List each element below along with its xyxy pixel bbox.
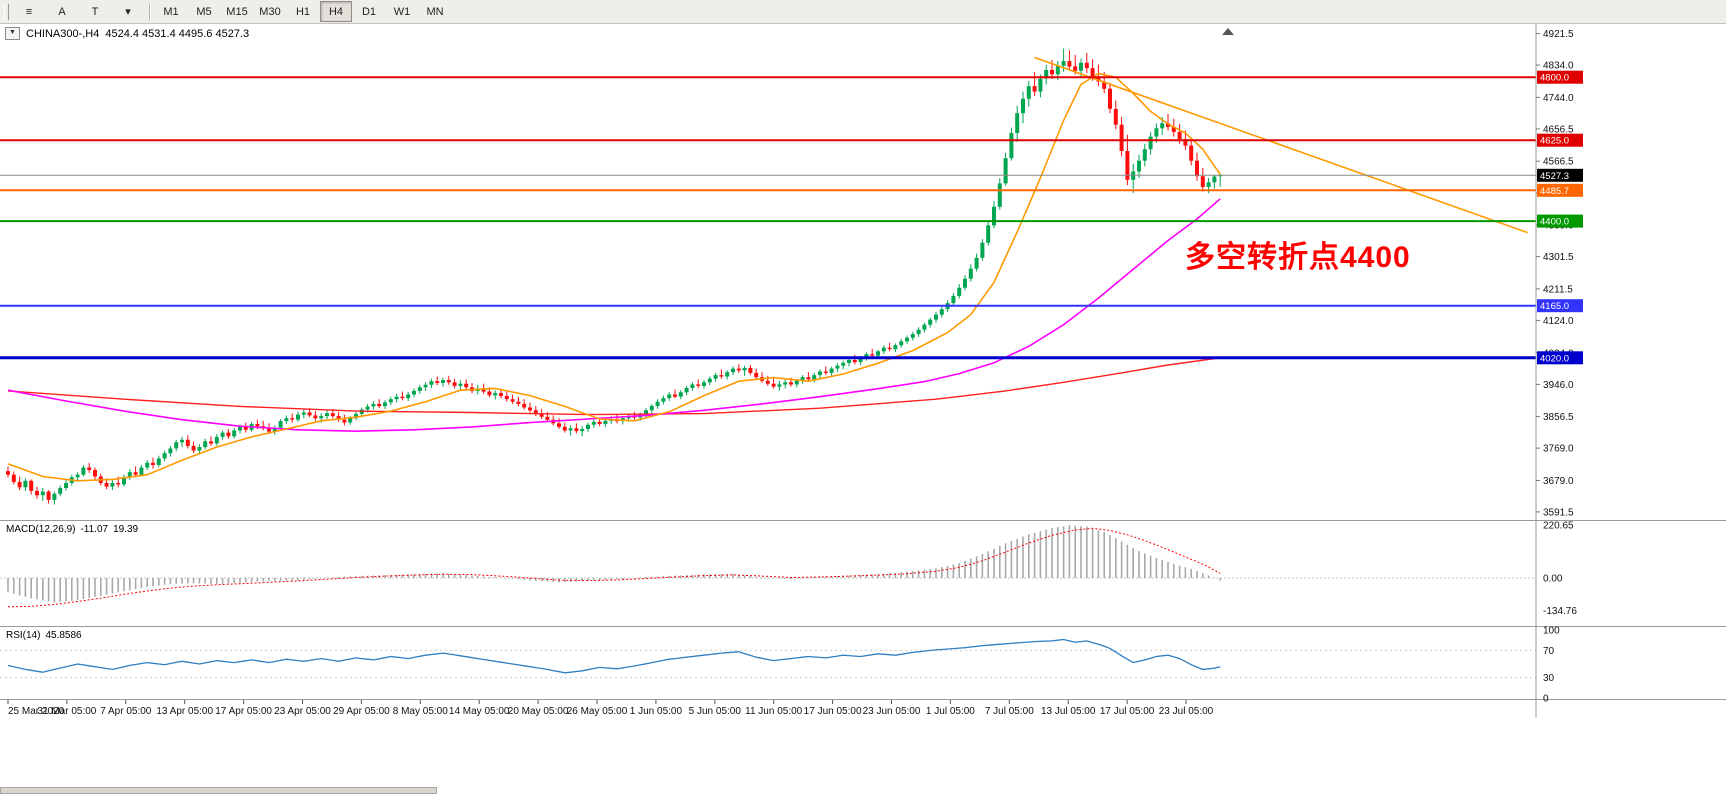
macd-axis[interactable]: 220.65 0.00 -134.76 xyxy=(1543,521,1577,617)
svg-text:4834.0: 4834.0 xyxy=(1543,61,1574,72)
svg-text:4527.3: 4527.3 xyxy=(1540,171,1569,182)
svg-text:4485.7: 4485.7 xyxy=(1540,186,1569,197)
tools-dropdown[interactable]: ▾ xyxy=(125,6,131,18)
svg-text:4656.5: 4656.5 xyxy=(1543,124,1574,135)
ma-fast-line xyxy=(7,72,1221,482)
svg-text:23 Jul 05:00: 23 Jul 05:00 xyxy=(1159,706,1214,717)
svg-text:13 Apr 05:00: 13 Apr 05:00 xyxy=(156,706,213,717)
svg-text:8 May 05:00: 8 May 05:00 xyxy=(393,706,448,717)
svg-text:31 Mar 05:00: 31 Mar 05:00 xyxy=(37,706,96,717)
timeframe-m1-button[interactable]: M1 xyxy=(163,5,179,18)
svg-text:7 Apr 05:00: 7 Apr 05:00 xyxy=(100,706,152,717)
chart-menu-icon[interactable]: ▼ xyxy=(5,27,20,40)
timeframe-m30-button[interactable]: M30 xyxy=(259,5,281,18)
text-label-tool[interactable]: A xyxy=(58,5,66,18)
svg-text:17 Jun 05:00: 17 Jun 05:00 xyxy=(804,706,862,717)
toolbar: ≡ A T ▾ M1 M5 M15 M30 H1 H4 D1 W1 MN xyxy=(0,0,1726,24)
timeframe-d1-button[interactable]: D1 xyxy=(361,5,377,18)
svg-text:7 Jul 05:00: 7 Jul 05:00 xyxy=(985,706,1034,717)
svg-text:4165.0: 4165.0 xyxy=(1540,301,1569,312)
timeframe-w1-button[interactable]: W1 xyxy=(393,5,411,18)
svg-text:26 May 05:00: 26 May 05:00 xyxy=(567,706,628,717)
descending-trendline[interactable] xyxy=(1034,56,1528,234)
svg-text:13 Jul 05:00: 13 Jul 05:00 xyxy=(1041,706,1096,717)
svg-text:4211.5: 4211.5 xyxy=(1543,284,1573,295)
svg-text:100: 100 xyxy=(1543,626,1560,637)
toolbar-grip[interactable] xyxy=(4,3,9,20)
svg-text:23 Jun 05:00: 23 Jun 05:00 xyxy=(863,706,921,717)
macd-histogram xyxy=(7,525,1221,603)
svg-text:3946.0: 3946.0 xyxy=(1543,380,1574,391)
svg-text:4625.0: 4625.0 xyxy=(1540,136,1569,147)
timeframe-m15-button[interactable]: M15 xyxy=(226,5,248,18)
chart-list-icon[interactable]: ≡ xyxy=(25,5,33,18)
svg-text:17 Jul 05:00: 17 Jul 05:00 xyxy=(1100,706,1155,717)
horizontal-scrollbar[interactable] xyxy=(0,787,437,794)
toolbar-tools: ≡ A T ▾ xyxy=(13,1,144,22)
macd-name: MACD(12,26,9) xyxy=(6,524,76,535)
svg-text:1 Jul 05:00: 1 Jul 05:00 xyxy=(926,706,975,717)
svg-text:3591.5: 3591.5 xyxy=(1543,507,1574,518)
svg-text:220.65: 220.65 xyxy=(1543,521,1574,532)
timeframe-h4-button[interactable]: H4 xyxy=(320,1,352,22)
svg-text:1 Jun 05:00: 1 Jun 05:00 xyxy=(630,706,683,717)
svg-text:23 Apr 05:00: 23 Apr 05:00 xyxy=(274,706,331,717)
price-axis[interactable]: 4921.54834.04744.04656.54566.54478.54389… xyxy=(1536,29,1574,518)
svg-text:70: 70 xyxy=(1543,646,1555,657)
text-tool[interactable]: T xyxy=(91,5,99,18)
macd-label: MACD(12,26,9) -11.07 19.39 xyxy=(6,524,138,535)
svg-text:4400.0: 4400.0 xyxy=(1540,217,1569,228)
svg-text:4921.5: 4921.5 xyxy=(1543,29,1574,40)
ohlc-values: 4524.4 4531.4 4495.6 4527.3 xyxy=(105,27,250,40)
svg-text:3856.5: 3856.5 xyxy=(1543,412,1574,423)
chart-annotation[interactable]: 多空转折点4400 xyxy=(1185,241,1411,274)
svg-text:4744.0: 4744.0 xyxy=(1543,93,1574,104)
timeframe-buttons: M1 M5 M15 M30 H1 H4 D1 W1 MN xyxy=(155,1,451,22)
svg-text:-134.76: -134.76 xyxy=(1543,606,1577,617)
rsi-value: 45.8586 xyxy=(45,630,82,641)
chart-shift-marker[interactable] xyxy=(1222,28,1234,35)
rsi-name: RSI(14) xyxy=(6,630,41,641)
svg-text:3679.0: 3679.0 xyxy=(1543,476,1574,487)
svg-text:20 May 05:00: 20 May 05:00 xyxy=(508,706,569,717)
svg-text:4124.0: 4124.0 xyxy=(1543,316,1574,327)
macd-signal-line xyxy=(7,527,1221,608)
svg-text:14 May 05:00: 14 May 05:00 xyxy=(449,706,510,717)
ma-slow-line xyxy=(7,357,1221,416)
svg-text:30: 30 xyxy=(1543,673,1555,684)
svg-text:4566.5: 4566.5 xyxy=(1543,157,1574,168)
svg-text:4301.5: 4301.5 xyxy=(1543,252,1574,263)
svg-text:3769.0: 3769.0 xyxy=(1543,444,1574,455)
svg-text:0.00: 0.00 xyxy=(1543,574,1563,585)
timeframe-m5-button[interactable]: M5 xyxy=(196,5,212,18)
macd-main-value: -11.07 xyxy=(80,524,109,535)
svg-text:5 Jun 05:00: 5 Jun 05:00 xyxy=(689,706,742,717)
symbol-timeframe-label: CHINA300-,H4 xyxy=(26,27,100,40)
timeframe-mn-button[interactable]: MN xyxy=(426,5,444,18)
toolbar-separator xyxy=(149,2,150,21)
svg-text:17 Apr 05:00: 17 Apr 05:00 xyxy=(215,706,272,717)
rsi-axis[interactable]: 100 70 30 0 xyxy=(1543,626,1560,705)
chart-title: ▼ CHINA300-,H4 4524.4 4531.4 4495.6 4527… xyxy=(5,27,249,40)
rsi-line xyxy=(7,638,1221,674)
svg-text:11 Jun 05:00: 11 Jun 05:00 xyxy=(745,706,803,717)
macd-signal-value: 19.39 xyxy=(113,524,139,535)
svg-text:29 Apr 05:00: 29 Apr 05:00 xyxy=(333,706,390,717)
svg-text:25 Mar 2020: 25 Mar 2020 xyxy=(8,706,65,717)
chart-window: 4921.54834.04744.04656.54566.54478.54389… xyxy=(0,24,1726,796)
price-tags: 4800.0 4625.0 4485.7 4400.0 4165.0 4020.0 4527… xyxy=(1537,70,1583,365)
candlestick-series xyxy=(6,48,1223,505)
timeframe-h1-button[interactable]: H1 xyxy=(295,5,311,18)
svg-text:0: 0 xyxy=(1543,694,1549,705)
svg-text:4020.0: 4020.0 xyxy=(1540,353,1569,364)
rsi-label: RSI(14) 45.8586 xyxy=(6,630,82,641)
chart-canvas[interactable]: 4921.54834.04744.04656.54566.54478.54389… xyxy=(0,24,1726,796)
ma-mid-line xyxy=(7,198,1221,433)
svg-text:4800.0: 4800.0 xyxy=(1540,73,1569,84)
